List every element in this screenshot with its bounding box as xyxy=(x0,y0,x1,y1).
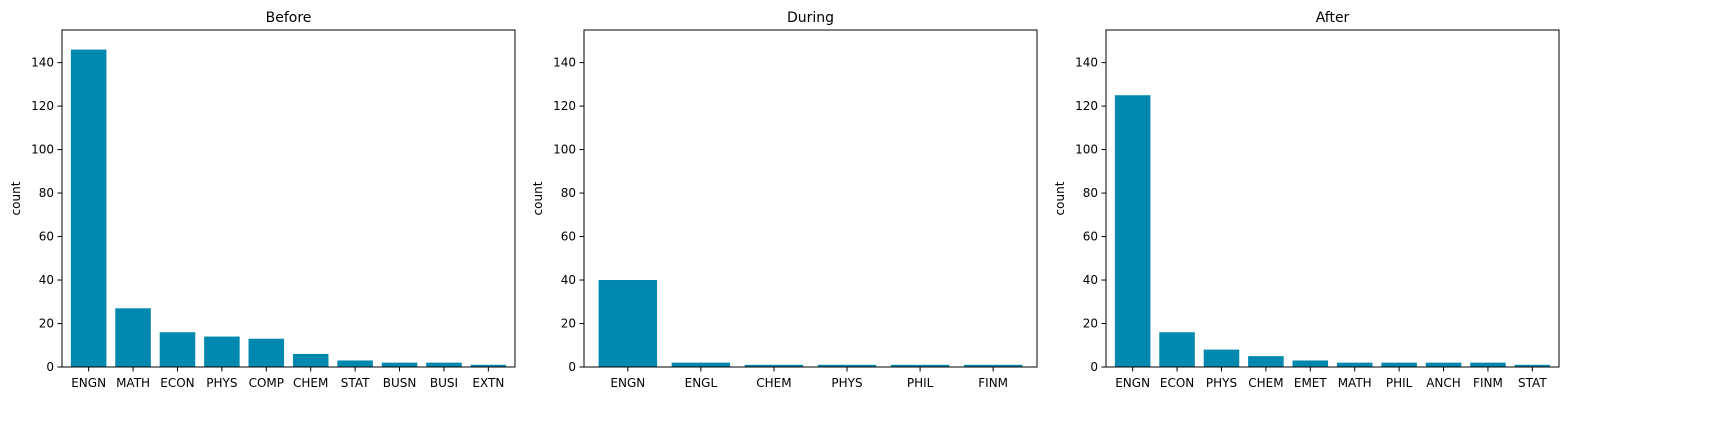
y-tick-label: 80 xyxy=(561,186,576,200)
y-tick-label: 60 xyxy=(39,230,54,244)
x-tick-label: BUSN xyxy=(383,376,417,390)
axes-frame xyxy=(1105,29,1560,368)
y-tick-label: 0 xyxy=(46,360,54,374)
y-axis-label: count xyxy=(9,181,23,215)
bar-math xyxy=(115,308,151,367)
x-tick-label: CHEM xyxy=(1248,376,1283,390)
x-tick-label: STAT xyxy=(1518,376,1547,390)
x-tick-label: ENGN xyxy=(1115,376,1150,390)
y-tick-label: 20 xyxy=(39,317,54,331)
bar-stat xyxy=(1514,364,1551,367)
bar-extn xyxy=(470,364,507,367)
x-tick-label: FINM xyxy=(978,376,1008,390)
y-tick-label: 140 xyxy=(31,56,54,70)
bar-phil xyxy=(1381,362,1417,367)
x-tick-label: MATH xyxy=(1338,376,1372,390)
y-tick-label: 140 xyxy=(1075,56,1098,70)
x-tick-label: ENGL xyxy=(685,376,718,390)
y-tick-label: 20 xyxy=(1083,317,1098,331)
bar-anch xyxy=(1425,362,1462,367)
bar-finm xyxy=(1470,362,1506,367)
bar-phys xyxy=(204,336,240,367)
bar-engn xyxy=(598,280,658,367)
bar-emet xyxy=(1292,360,1329,367)
bar-econ xyxy=(159,332,196,367)
x-tick-label: PHYS xyxy=(206,376,237,390)
y-tick-label: 100 xyxy=(31,143,54,157)
y-tick-label: 100 xyxy=(1075,143,1098,157)
y-tick-label: 40 xyxy=(39,273,54,287)
x-tick-label: MATH xyxy=(116,376,150,390)
y-tick-label: 140 xyxy=(553,56,576,70)
bar-busi xyxy=(426,362,462,367)
y-tick-label: 120 xyxy=(553,99,576,113)
x-tick-label: FINM xyxy=(1473,376,1503,390)
axes-frame xyxy=(583,29,1038,368)
bar-chem xyxy=(744,364,804,367)
chart-panel-during: ENGN ENGL CHEM PHYS PHIL FINM 0 20 40 60 80 100 120 1… xyxy=(531,10,1038,390)
y-tick-label: 0 xyxy=(1090,360,1098,374)
bar-engn xyxy=(70,49,107,367)
chart-panel-after: ENGN ECON PHYS CHEM EMET MATH PHIL ANCH FINM STAT… xyxy=(1053,10,1560,390)
x-tick-label: PHYS xyxy=(1206,376,1237,390)
y-tick-label: 40 xyxy=(561,273,576,287)
y-tick-label: 100 xyxy=(553,143,576,157)
x-tick-label: CHEM xyxy=(293,376,328,390)
y-tick-label: 120 xyxy=(31,99,54,113)
x-tick-label: ECON xyxy=(1160,376,1194,390)
y-axis-label: count xyxy=(531,181,545,215)
bar-chem xyxy=(1248,356,1284,367)
bar-math xyxy=(1336,362,1373,367)
x-tick-label: COMP xyxy=(249,376,284,390)
bar-busn xyxy=(381,362,418,367)
x-tick-label: EMET xyxy=(1294,376,1328,390)
y-tick-label: 80 xyxy=(39,186,54,200)
y-tick-label: 120 xyxy=(1075,99,1098,113)
x-tick-label: ENGN xyxy=(610,376,645,390)
chart-title: During xyxy=(787,10,834,26)
y-tick-label: 0 xyxy=(568,360,576,374)
y-tick-label: 20 xyxy=(561,317,576,331)
chart-panel-before: ENGN MATH ECON PHYS COMP CHEM STAT BUSN BUSI EXTN… xyxy=(9,10,516,390)
y-axis-label: count xyxy=(1053,181,1067,215)
y-tick-label: 60 xyxy=(1083,230,1098,244)
chart-title: Before xyxy=(266,10,312,26)
bar-comp xyxy=(248,338,285,367)
x-tick-label: ECON xyxy=(160,376,194,390)
bar-econ xyxy=(1159,332,1195,367)
axes-frame xyxy=(61,29,516,368)
y-tick-label: 40 xyxy=(1083,273,1098,287)
y-tick-label: 60 xyxy=(561,230,576,244)
x-tick-label: STAT xyxy=(341,376,370,390)
bar-engl xyxy=(671,362,731,367)
x-tick-label: EXTN xyxy=(472,376,504,390)
x-tick-label: BUSI xyxy=(430,376,458,390)
bar-finm xyxy=(963,364,1023,367)
bar-phys xyxy=(817,364,877,367)
bar-engn xyxy=(1114,95,1151,367)
y-tick-label: 80 xyxy=(1083,186,1098,200)
x-tick-label: PHYS xyxy=(831,376,862,390)
x-tick-label: PHIL xyxy=(907,376,934,390)
x-tick-label: ANCH xyxy=(1426,376,1461,390)
x-tick-label: ENGN xyxy=(71,376,106,390)
chart-title: After xyxy=(1316,10,1350,26)
x-tick-label: PHIL xyxy=(1386,376,1413,390)
bar-phil xyxy=(890,364,950,367)
bar-chem xyxy=(292,353,329,367)
bar-phys xyxy=(1203,349,1240,367)
bar-stat xyxy=(337,360,373,367)
x-tick-label: CHEM xyxy=(756,376,791,390)
